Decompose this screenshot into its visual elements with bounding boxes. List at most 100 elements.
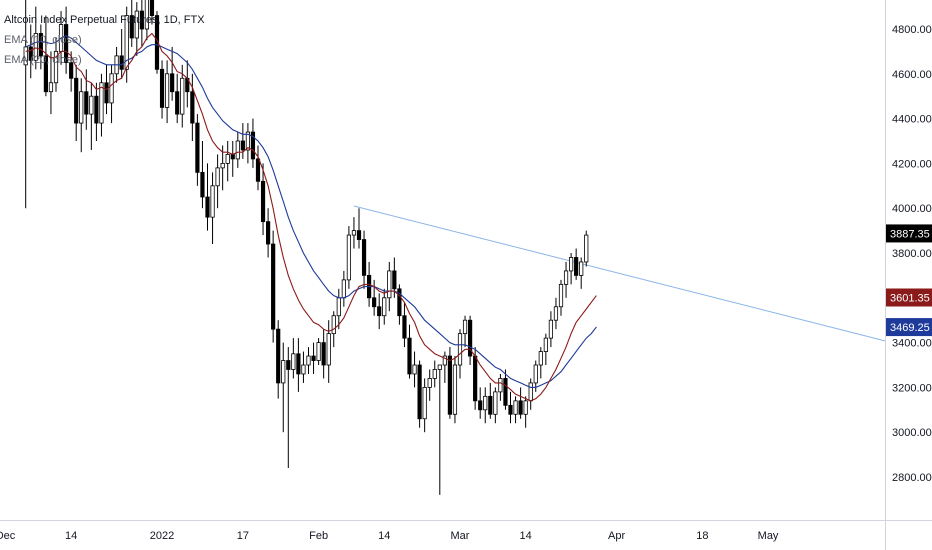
candle[interactable]: [23, 0, 28, 209]
candle[interactable]: [129, 0, 134, 47]
candle[interactable]: [205, 163, 210, 231]
candle[interactable]: [225, 141, 230, 182]
candle[interactable]: [558, 279, 564, 316]
price-axis[interactable]: 4800.00 4600.00 4400.00 4200.00 4000.00 3800.…: [892, 24, 932, 484]
candle[interactable]: [321, 329, 326, 379]
candle[interactable]: [164, 60, 170, 124]
candle[interactable]: [452, 356, 458, 424]
candle[interactable]: [467, 315, 473, 365]
candle[interactable]: [28, 24, 33, 79]
candle[interactable]: [124, 6, 129, 83]
candle[interactable]: [574, 248, 579, 280]
candle[interactable]: [432, 360, 437, 388]
candle[interactable]: [563, 261, 569, 298]
candle[interactable]: [265, 208, 271, 258]
candle[interactable]: [260, 163, 266, 236]
candle[interactable]: [462, 315, 468, 348]
candle[interactable]: [38, 24, 43, 70]
candle[interactable]: [296, 338, 301, 392]
candle[interactable]: [518, 387, 523, 419]
candle[interactable]: [412, 351, 417, 388]
candle[interactable]: [291, 338, 296, 379]
candle[interactable]: [397, 284, 402, 325]
candle[interactable]: [447, 347, 453, 419]
candle[interactable]: [79, 78, 84, 153]
candle[interactable]: [488, 382, 493, 419]
candle[interactable]: [523, 396, 528, 428]
candle[interactable]: [493, 387, 498, 424]
legend-ema10[interactable]: EMA (10, close): [4, 34, 82, 46]
candle[interactable]: [356, 208, 362, 249]
candle[interactable]: [159, 60, 165, 119]
candle[interactable]: [503, 369, 508, 410]
candle[interactable]: [316, 338, 321, 365]
candle[interactable]: [538, 347, 543, 379]
candle[interactable]: [579, 257, 584, 289]
candle[interactable]: [139, 0, 144, 47]
candle[interactable]: [513, 396, 518, 424]
candle[interactable]: [94, 82, 99, 141]
candle[interactable]: [190, 73, 195, 141]
candle[interactable]: [407, 324, 412, 379]
candle[interactable]: [175, 73, 180, 124]
candle[interactable]: [53, 37, 59, 92]
candle[interactable]: [245, 123, 250, 164]
candle[interactable]: [180, 64, 185, 128]
candle[interactable]: [553, 297, 559, 330]
candle[interactable]: [533, 360, 538, 392]
candle[interactable]: [134, 2, 139, 56]
candle[interactable]: [109, 64, 114, 124]
candle[interactable]: [200, 141, 205, 209]
candle[interactable]: [351, 217, 357, 249]
candle[interactable]: [255, 145, 261, 191]
candle[interactable]: [387, 261, 392, 312]
candle[interactable]: [311, 342, 316, 374]
candle[interactable]: [508, 391, 513, 424]
candle[interactable]: [548, 311, 554, 348]
candle[interactable]: [442, 351, 447, 383]
candle[interactable]: [240, 123, 245, 159]
candle[interactable]: [346, 226, 352, 289]
candle[interactable]: [543, 333, 548, 365]
candle[interactable]: [584, 230, 589, 267]
candle[interactable]: [326, 320, 331, 383]
candle[interactable]: [377, 293, 382, 330]
candle[interactable]: [382, 288, 387, 325]
candle[interactable]: [89, 82, 94, 150]
candle[interactable]: [195, 114, 200, 186]
candle[interactable]: [144, 0, 149, 41]
candle[interactable]: [271, 230, 276, 343]
candle[interactable]: [306, 347, 311, 374]
candle[interactable]: [170, 46, 175, 101]
trendline[interactable]: [353, 205, 886, 342]
candle[interactable]: [74, 64, 79, 141]
time-axis[interactable]: Dec 14 2022 17 Feb 14 Mar 14 Apr 18 May: [0, 530, 779, 542]
candle[interactable]: [276, 320, 281, 399]
candle[interactable]: [281, 342, 286, 433]
candle[interactable]: [215, 154, 220, 209]
candle[interactable]: [230, 141, 235, 177]
candle[interactable]: [220, 145, 225, 191]
legend-ema20[interactable]: EMA (20, close): [4, 54, 82, 66]
candle[interactable]: [99, 73, 104, 137]
candle[interactable]: [569, 253, 574, 285]
candle[interactable]: [235, 132, 240, 168]
candle[interactable]: [149, 0, 155, 25]
candle[interactable]: [301, 351, 306, 383]
candle[interactable]: [43, 15, 49, 97]
candle[interactable]: [69, 51, 74, 92]
candle[interactable]: [402, 302, 407, 348]
candle[interactable]: [478, 387, 483, 419]
candle[interactable]: [154, 11, 160, 74]
candle[interactable]: [483, 387, 488, 424]
candle[interactable]: [210, 172, 215, 245]
candle[interactable]: [64, 6, 69, 74]
candle[interactable]: [361, 230, 367, 289]
candle[interactable]: [422, 378, 427, 433]
candle[interactable]: [372, 279, 377, 316]
candle[interactable]: [48, 51, 54, 115]
candle[interactable]: [250, 118, 256, 168]
candle[interactable]: [286, 347, 291, 469]
candle[interactable]: [33, 6, 38, 70]
